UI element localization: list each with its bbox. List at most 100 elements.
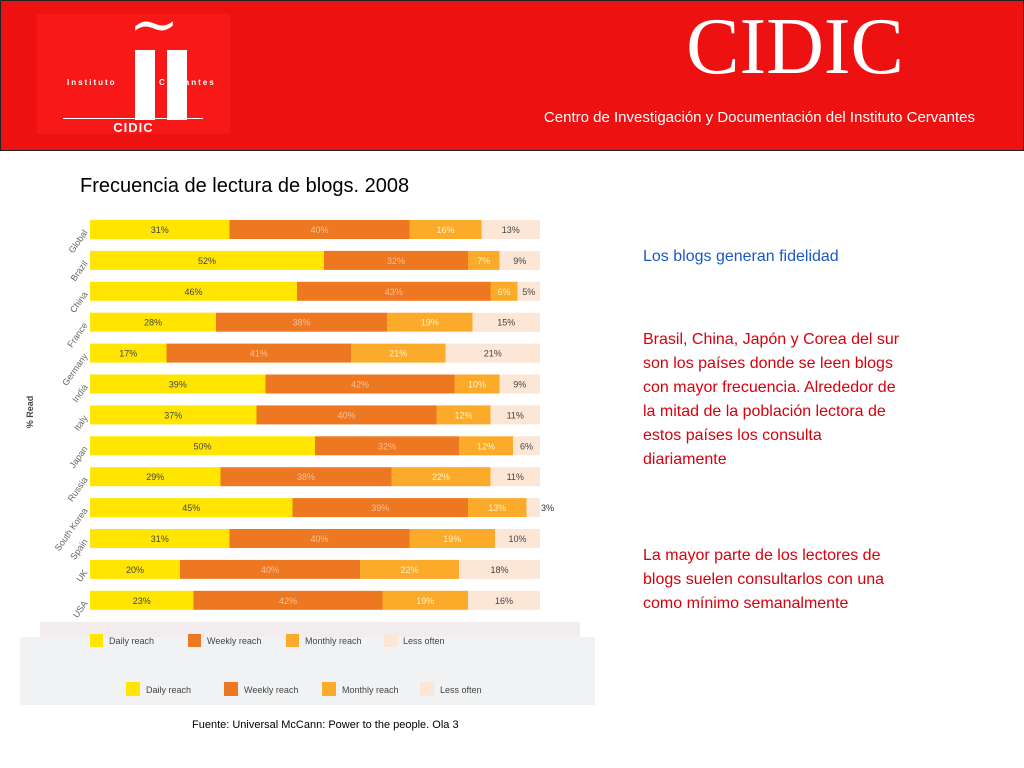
bar-segment: [90, 498, 293, 518]
bar-value-label: 37%: [164, 410, 182, 420]
bar-segment: [90, 343, 167, 363]
bar-value-label: 15%: [497, 318, 515, 328]
bar-value-label: 21%: [484, 349, 502, 359]
bar-segment: [324, 250, 468, 270]
bar-segment: [490, 281, 518, 301]
logo-divider: [63, 118, 203, 119]
bar-segment: [409, 529, 495, 548]
bar-segment: [351, 343, 446, 363]
legend-label: Monthly reach: [305, 636, 362, 646]
bar-segment: [315, 436, 459, 456]
bar-value-label: 6%: [520, 441, 533, 451]
logo-label-right: Cervantes: [159, 78, 216, 87]
header-banner: ~ Instituto Cervantes CIDIC CIDIC Centro…: [0, 0, 1024, 151]
bar-value-label: 9%: [513, 380, 526, 390]
legend-label: Monthly reach: [342, 685, 399, 695]
bar-segment: [90, 559, 180, 579]
bar-value-label: 16%: [495, 596, 513, 606]
bar-segment: [445, 343, 540, 363]
bar-segment: [472, 312, 540, 332]
source-note: Fuente: Universal McCann: Power to the p…: [192, 719, 459, 731]
bar-segment: [229, 529, 410, 548]
bar-value-label: 23%: [133, 596, 151, 606]
bar-value-label: 3%: [541, 503, 554, 513]
legend-swatch: [188, 634, 201, 647]
bar-segment: [90, 529, 230, 548]
bar-value-label: 20%: [126, 565, 144, 575]
side-heading: Los blogs generan fidelidad: [643, 248, 839, 265]
category-label: France: [65, 321, 89, 350]
bar-value-label: 42%: [351, 380, 369, 390]
y-axis-label: % Read: [25, 396, 35, 429]
bar-value-label: 13%: [502, 225, 520, 235]
bar-segment: [391, 467, 491, 487]
bar-value-label: 46%: [184, 287, 202, 297]
bar-segment: [481, 220, 540, 239]
category-label: Spain: [68, 537, 89, 562]
bar-segment: [166, 343, 351, 363]
legend-label: Daily reach: [146, 685, 191, 695]
bar-value-label: 9%: [513, 256, 526, 266]
instituto-cervantes-logo: ~ Instituto Cervantes CIDIC: [37, 0, 230, 135]
stacked-bar-chart: Global 31% 40% 16% 13% Brazil 52% 32% 7% 9% China 4…: [20, 220, 595, 705]
category-label: Brazil: [69, 259, 90, 283]
legend-swatch: [384, 634, 397, 647]
bar-segment: [297, 281, 491, 301]
bar-segment: [499, 374, 540, 394]
bar-value-label: 10%: [508, 534, 526, 544]
bar-segment: [193, 590, 383, 610]
bar-segment: [454, 374, 500, 394]
legend-label: Weekly reach: [244, 685, 298, 695]
bar-segment: [526, 498, 540, 518]
legend-swatch: [126, 682, 140, 696]
bar-segment: [459, 436, 513, 456]
bar-segment: [490, 405, 540, 425]
bar-value-label: 50%: [193, 441, 211, 451]
category-label: Italy: [72, 413, 90, 433]
bar-value-label: 22%: [432, 472, 450, 482]
bar-segment: [256, 405, 437, 425]
bar-value-label: 5%: [522, 287, 535, 297]
bar-segment: [513, 436, 540, 456]
bar-segment: [387, 312, 473, 332]
bar-value-label: 40%: [337, 410, 355, 420]
bar-value-label: 52%: [198, 256, 216, 266]
bar-segment: [499, 250, 540, 270]
category-label: Russia: [66, 475, 90, 503]
bar-segment: [495, 529, 540, 548]
bar-value-label: 41%: [250, 349, 268, 359]
category-label: USA: [71, 599, 90, 620]
side-paragraph-2: La mayor parte de los lectores de blogs …: [643, 547, 885, 612]
legend-label: Daily reach: [109, 636, 154, 646]
bar-value-label: 19%: [443, 534, 461, 544]
category-label: Germany: [60, 351, 90, 387]
bar-value-label: 32%: [378, 441, 396, 451]
bar-value-label: 16%: [436, 225, 454, 235]
bar-segment: [216, 312, 387, 332]
bar-value-label: 6%: [497, 287, 510, 297]
bar-value-label: 12%: [454, 410, 472, 420]
bar-value-label: 40%: [310, 534, 328, 544]
bar-segment: [90, 281, 297, 301]
chart-title: Frecuencia de lectura de blogs. 2008: [80, 175, 410, 197]
background-panel-lower: [20, 637, 595, 705]
category-label: Japan: [67, 444, 89, 470]
brand-subtitle: Centro de Investigación y Documentación …: [543, 109, 975, 126]
bar-segment: [90, 220, 230, 239]
bar-value-label: 32%: [387, 256, 405, 266]
legend-swatch: [90, 634, 103, 647]
tilde-icon: ~: [128, 0, 180, 60]
bar-segment: [490, 467, 540, 487]
logo-label-left: Instituto: [67, 78, 117, 87]
bar-value-label: 31%: [151, 225, 169, 235]
bar-value-label: 43%: [385, 287, 403, 297]
bar-segment: [90, 590, 194, 610]
legend-swatch: [286, 634, 299, 647]
bar-value-label: 45%: [182, 503, 200, 513]
bar-segment: [517, 281, 540, 301]
legend-swatch: [322, 682, 336, 696]
bar-segment: [265, 374, 455, 394]
bar-value-label: 39%: [371, 503, 389, 513]
bar-value-label: 42%: [279, 596, 297, 606]
bar-segment: [382, 590, 468, 610]
